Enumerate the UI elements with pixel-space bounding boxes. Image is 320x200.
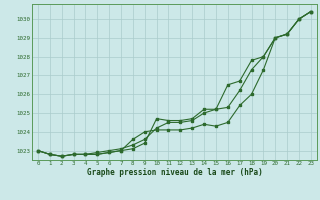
X-axis label: Graphe pression niveau de la mer (hPa): Graphe pression niveau de la mer (hPa) — [86, 168, 262, 177]
